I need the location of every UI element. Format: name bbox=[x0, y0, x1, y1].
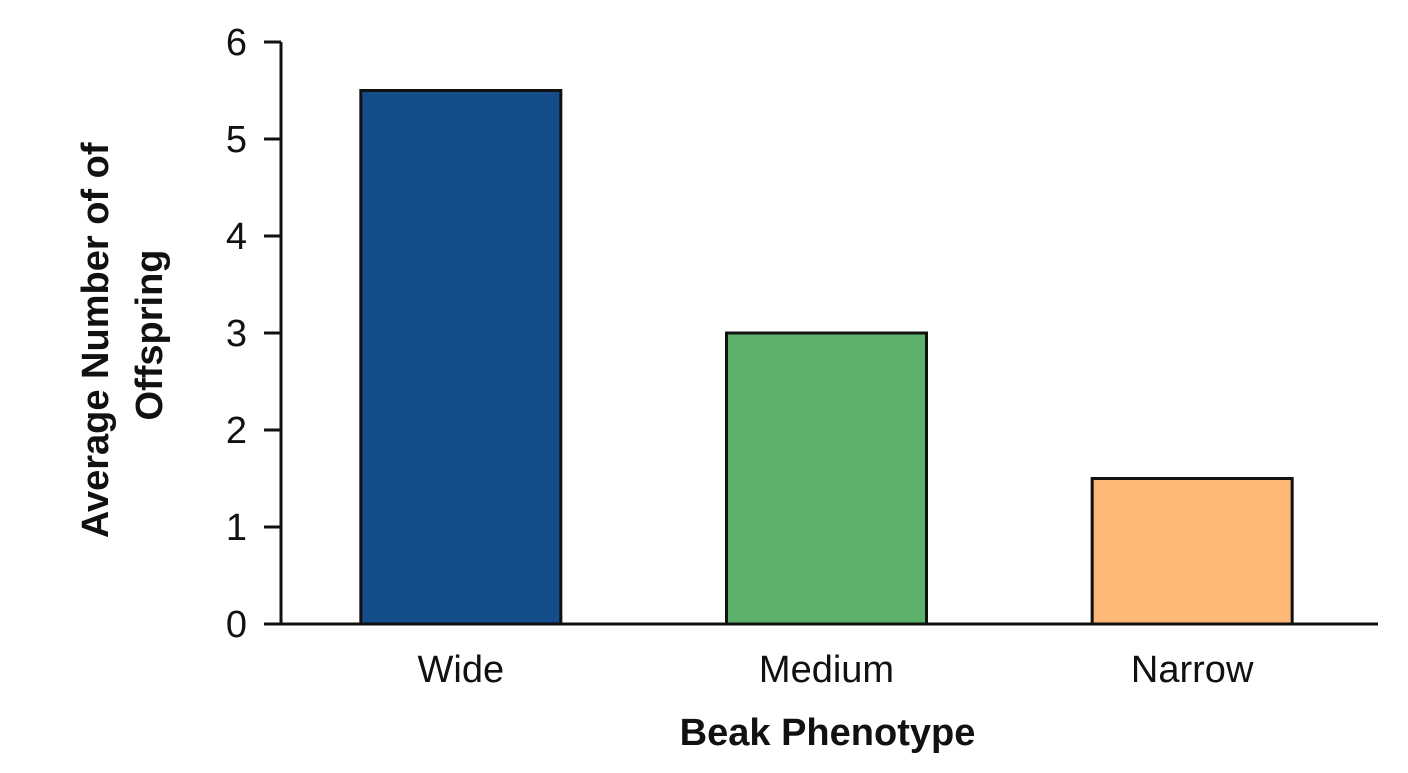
y-ticks: 0 1 2 3 4 5 6 bbox=[226, 22, 281, 646]
y-axis-title-line-2: Offspring bbox=[129, 250, 171, 421]
x-category-label-narrow: Narrow bbox=[1131, 649, 1254, 691]
y-tick-label: 6 bbox=[226, 22, 247, 64]
bar-wide bbox=[361, 91, 561, 625]
bar-narrow bbox=[1092, 479, 1292, 625]
x-category-labels: Wide Medium Narrow bbox=[418, 649, 1254, 691]
x-axis-title: Beak Phenotype bbox=[680, 712, 976, 754]
y-tick-label: 1 bbox=[226, 507, 247, 549]
bar-medium bbox=[727, 333, 927, 624]
y-tick-label: 2 bbox=[226, 410, 247, 452]
x-category-label-medium: Medium bbox=[759, 649, 894, 691]
bars-layer bbox=[361, 91, 1292, 625]
y-tick-label: 3 bbox=[226, 313, 247, 355]
y-tick-label: 4 bbox=[226, 216, 247, 258]
y-axis-title-line-1: Average Number of of bbox=[75, 142, 117, 538]
y-axis-title: Average Number of of Offspring bbox=[75, 132, 171, 538]
x-category-label-wide: Wide bbox=[418, 649, 505, 691]
y-tick-label: 0 bbox=[226, 604, 247, 646]
y-tick-label: 5 bbox=[226, 119, 247, 161]
